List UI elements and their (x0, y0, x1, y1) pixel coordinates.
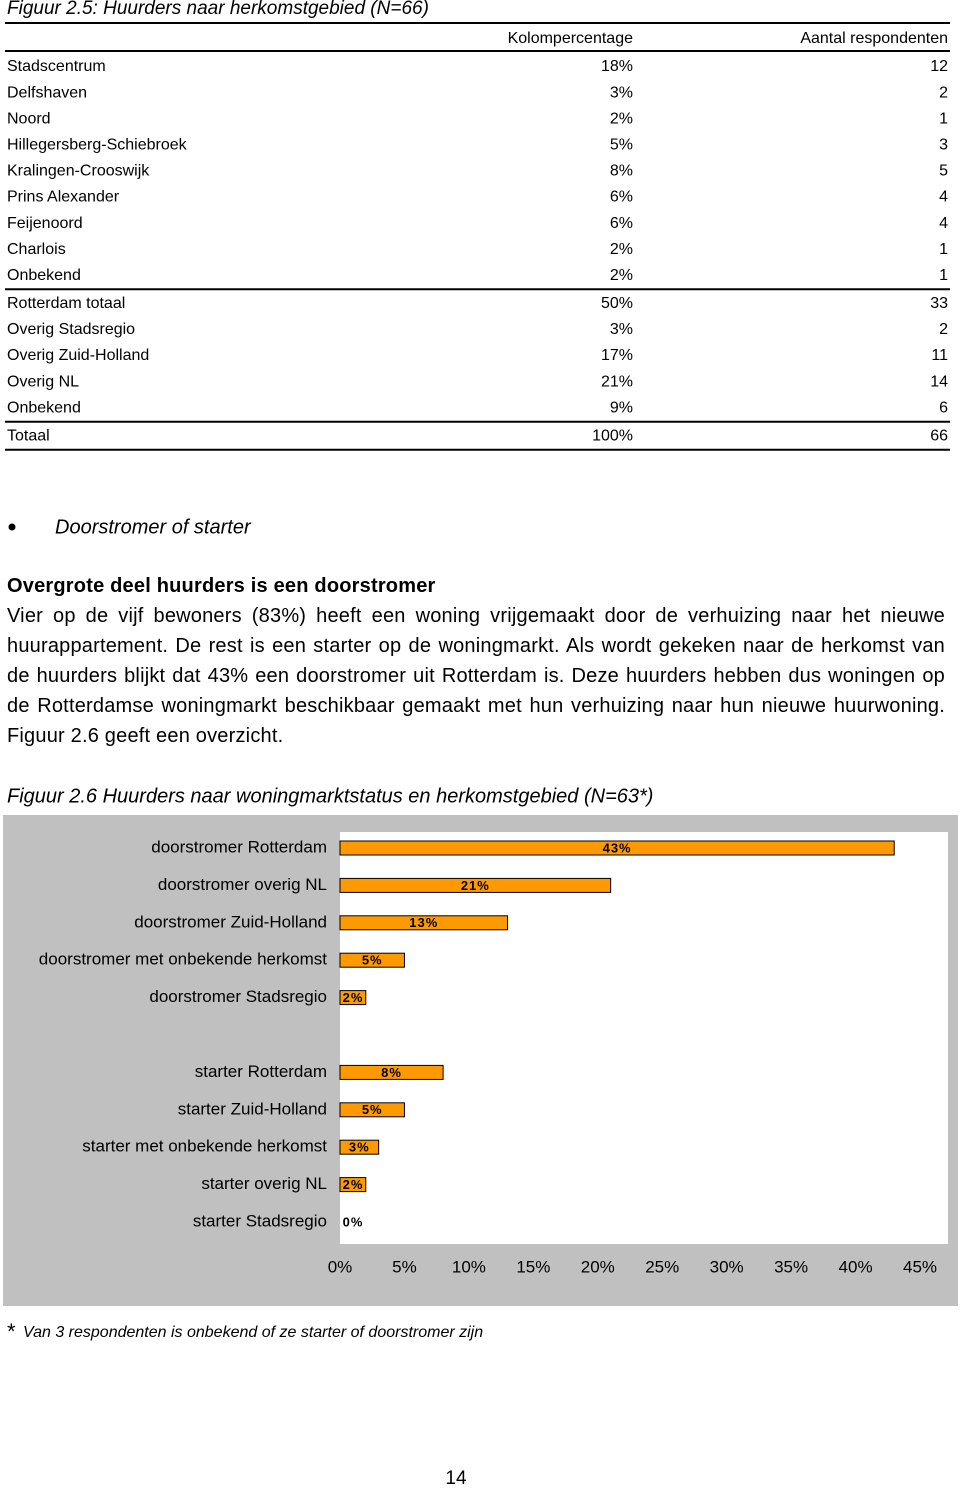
value-label: 43% (603, 840, 632, 855)
category-label: doorstromer met onbekende herkomst (39, 950, 327, 969)
cell-count: 3 (939, 137, 948, 154)
value-label: 2% (343, 1177, 364, 1192)
category-label: doorstromer Rotterdam (151, 837, 327, 856)
cell-count: 1 (939, 267, 948, 284)
figure-title: Figuur 2.5: Huurders naar herkomstgebied… (7, 0, 429, 19)
row-label: Hillegersberg-Schiebroek (7, 137, 188, 154)
x-tick-label: 0% (328, 1257, 353, 1276)
cell-count: 4 (939, 215, 948, 232)
x-tick-label: 25% (645, 1257, 679, 1276)
value-label: 8% (381, 1065, 402, 1080)
x-tick-label: 15% (516, 1257, 550, 1276)
section-heading: Overgrote deel huurders is een doorstrom… (7, 575, 436, 597)
cell-percent: 100% (592, 427, 633, 444)
cell-count: 1 (939, 110, 948, 127)
cell-percent: 3% (610, 84, 633, 101)
page-number: 14 (445, 1468, 467, 1489)
category-label: starter Zuid-Holland (178, 1099, 327, 1118)
bar (339, 1102, 405, 1118)
cell-percent: 21% (601, 373, 633, 390)
footnote-marker: * (7, 1319, 16, 1344)
category-label: doorstromer overig NL (158, 875, 327, 894)
cell-percent: 2% (610, 241, 633, 258)
column-header: Aantal respondenten (800, 30, 948, 47)
cell-percent: 8% (610, 163, 633, 180)
x-tick-label: 35% (774, 1257, 808, 1276)
x-tick-label: 30% (710, 1257, 744, 1276)
row-label: Overig NL (7, 373, 79, 390)
section-body: Vier op de vijf bewoners (83%) heeft een… (7, 605, 945, 747)
value-label: 5% (362, 953, 383, 968)
x-tick-label: 10% (452, 1257, 486, 1276)
bar (339, 1064, 444, 1080)
row-label: Totaal (7, 427, 50, 444)
cell-percent: 5% (610, 137, 633, 154)
value-label: 3% (349, 1140, 370, 1155)
row-label: Kralingen-Crooswijk (7, 163, 150, 180)
cell-percent: 50% (601, 295, 633, 312)
cell-count: 33 (930, 295, 948, 312)
row-label: Charlois (7, 241, 66, 258)
cell-count: 4 (939, 189, 948, 206)
row-label: Onbekend (7, 267, 81, 284)
chart-title: Figuur 2.6 Huurders naar woningmarktstat… (7, 785, 653, 807)
row-label: Delfshaven (7, 84, 87, 101)
cell-percent: 2% (610, 267, 633, 284)
value-label: 2% (343, 990, 364, 1005)
footnote-text: Van 3 respondenten is onbekend of ze sta… (23, 1324, 483, 1341)
cell-count: 66 (930, 427, 948, 444)
category-label: doorstromer Zuid-Holland (134, 912, 327, 931)
row-label: Overig Zuid-Holland (7, 347, 149, 364)
cell-count: 5 (939, 163, 948, 180)
x-tick-label: 5% (392, 1257, 417, 1276)
cell-count: 2 (939, 321, 948, 338)
plot-area (340, 832, 948, 1244)
category-label: starter met onbekende herkomst (82, 1137, 327, 1156)
cell-percent: 3% (610, 321, 633, 338)
bar (339, 1177, 367, 1193)
cell-percent: 6% (610, 215, 633, 232)
row-label: Onbekend (7, 399, 81, 416)
x-tick-label: 40% (839, 1257, 873, 1276)
bar (339, 915, 509, 931)
category-label: starter Stadsregio (193, 1211, 327, 1230)
row-label: Stadscentrum (7, 58, 106, 75)
cell-count: 12 (930, 58, 948, 75)
section-text: Overgrote deel huurders is een doorstrom… (7, 571, 945, 751)
row-label: Overig Stadsregio (7, 321, 135, 338)
bar (339, 1139, 380, 1155)
cell-percent: 17% (601, 347, 633, 364)
bar (339, 990, 367, 1006)
category-label: starter overig NL (201, 1174, 327, 1193)
cell-count: 14 (930, 373, 948, 390)
cell-percent: 18% (601, 58, 633, 75)
category-label: doorstromer Stadsregio (149, 987, 327, 1006)
bar (339, 952, 405, 968)
value-label: 13% (409, 915, 438, 930)
value-label: 21% (461, 878, 490, 893)
bar (339, 877, 612, 893)
column-header: Kolompercentage (508, 30, 634, 47)
category-label: starter Rotterdam (195, 1062, 327, 1081)
value-label: 0% (343, 1214, 364, 1229)
value-label: 5% (362, 1102, 383, 1117)
cell-percent: 9% (610, 399, 633, 416)
bar (339, 840, 895, 856)
cell-count: 1 (939, 241, 948, 258)
row-label: Feijenoord (7, 215, 83, 232)
cell-percent: 2% (610, 110, 633, 127)
cell-count: 2 (939, 84, 948, 101)
row-label: Noord (7, 110, 51, 127)
row-label: Prins Alexander (7, 189, 120, 206)
cell-percent: 6% (610, 189, 633, 206)
bullet-heading: Doorstromer of starter (55, 516, 252, 538)
cell-count: 6 (939, 399, 948, 416)
x-tick-label: 20% (581, 1257, 615, 1276)
bullet (8, 523, 16, 531)
row-label: Rotterdam totaal (7, 295, 125, 312)
cell-count: 11 (931, 347, 948, 364)
x-tick-label: 45% (903, 1257, 937, 1276)
